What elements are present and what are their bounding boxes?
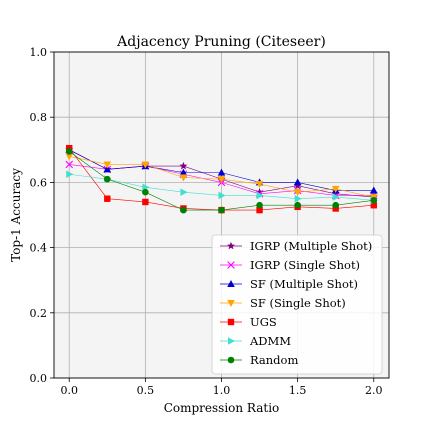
x-tick-label: 1.0 [213,384,231,397]
series-random [65,148,378,214]
data-point [142,198,149,206]
legend-label: UGS [250,315,277,329]
data-point [332,201,340,209]
legend-marker [227,241,235,250]
legend-entry: SF (Single Shot) [220,296,346,310]
data-point [179,168,188,176]
data-point [217,176,226,184]
legend-label: Random [250,353,298,367]
data-point [65,153,74,161]
legend-entry: ADMM [220,334,291,348]
legend-marker [227,261,235,269]
y-tick-label: 0.6 [30,176,48,189]
data-point [369,186,378,194]
x-tick-label: 2.0 [365,384,383,397]
y-tick-label: 0.4 [30,242,48,255]
data-point [293,189,302,197]
y-tick-label: 0.8 [30,111,48,124]
data-point [332,193,340,201]
legend-label: SF (Single Shot) [250,296,346,310]
legend-entry: SF (Multiple Shot) [220,277,358,291]
x-tick-label: 0.0 [60,384,78,397]
legend-entry: IGRP (Multiple Shot) [220,239,372,253]
chart-title: Adjacency Pruning (Citeseer) [116,34,326,50]
data-point [218,206,225,214]
data-point [104,195,111,202]
data-point [180,206,187,214]
legend-entry: Random [220,353,298,367]
data-point [218,191,226,200]
y-tick-label: 0.0 [30,372,48,385]
series-sf-single-shot [65,153,378,202]
legend-box [211,234,383,375]
legend: IGRP (Multiple Shot) IGRP (Single Shot) SF… [211,234,383,375]
data-point [256,201,263,209]
data-point [370,197,378,204]
data-point [293,178,302,186]
x-tick-label: 0.5 [137,384,155,397]
data-point [141,161,150,169]
data-point [179,161,188,170]
data-point [66,170,74,179]
data-point [103,175,111,183]
data-point [294,194,302,203]
legend-label: IGRP (Multiple Shot) [250,239,372,253]
data-point [256,206,263,214]
data-point [370,202,377,209]
data-point [179,174,188,182]
legend-entry: IGRP (Single Shot) [220,258,360,272]
data-point [294,201,301,209]
legend-label: ADMM [249,334,291,348]
data-point [103,165,112,173]
series-layer [65,144,378,214]
legend-marker [227,318,235,326]
legend-marker [227,300,235,307]
x-axis-label: Compression Ratio [164,401,280,415]
legend-marker [228,337,235,345]
data-point [142,188,149,196]
legend-entry: UGS [220,315,277,329]
data-point [217,168,226,176]
data-point [103,161,112,169]
legend-marker [227,356,235,364]
data-point [255,187,264,196]
data-point [180,188,188,196]
legend-label: IGRP (Single Shot) [250,258,360,272]
data-point [65,160,74,169]
y-tick-label: 1.0 [30,46,48,59]
data-point [255,181,264,189]
data-point [65,148,73,155]
data-point [256,191,264,200]
data-point [331,185,340,193]
legend-marker [227,280,235,287]
ticks: 0.0 0.5 1.0 1.5 2.0 0.0 0.2 0.4 0.6 0.8 1.0 [30,46,383,397]
y-axis-label: Top-1 Accuracy [9,168,23,262]
x-tick-label: 1.5 [289,384,307,397]
legend-label: SF (Multiple Shot) [250,277,358,291]
y-tick-label: 0.2 [30,307,48,320]
